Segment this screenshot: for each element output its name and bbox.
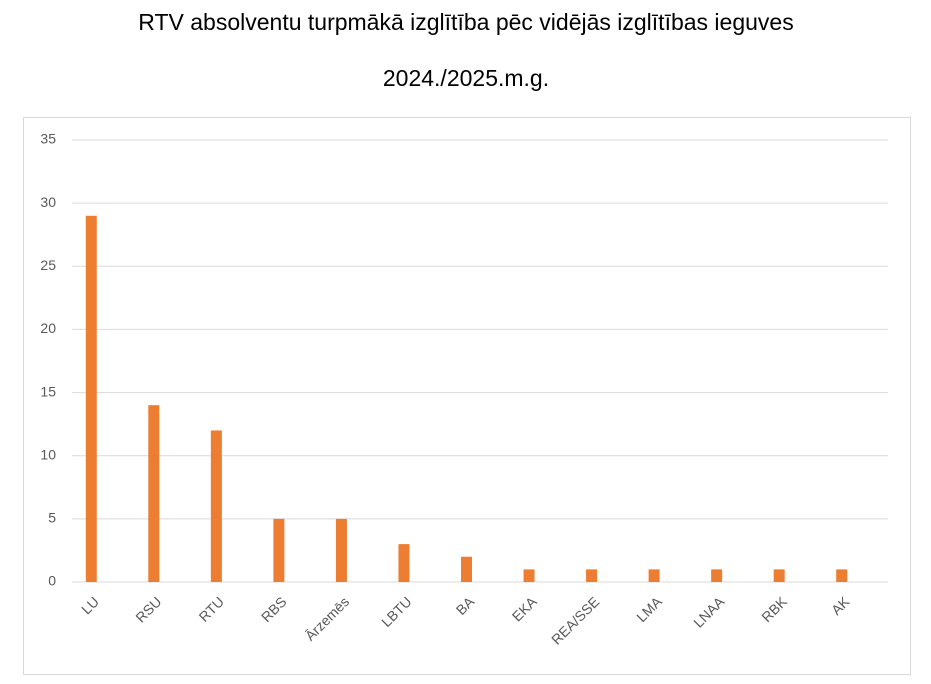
x-tick-label: LU (78, 593, 102, 617)
x-tick-label: RBK (758, 593, 790, 625)
y-tick-label: 15 (40, 383, 56, 399)
x-tick-label: RTU (196, 593, 227, 624)
x-tick-label: LNAA (690, 593, 728, 631)
x-tick-label: LMA (633, 593, 665, 625)
bar (648, 569, 660, 582)
bar (85, 215, 97, 582)
bar (335, 518, 347, 582)
y-tick-label: 0 (48, 573, 56, 589)
y-tick-label: 5 (48, 510, 56, 526)
x-tick-label: EKA (509, 593, 541, 625)
bar (711, 569, 723, 582)
bar (273, 518, 285, 582)
x-tick-label: REA/SSE (548, 593, 602, 647)
y-tick-label: 35 (40, 131, 56, 147)
bar (148, 405, 160, 582)
y-tick-label: 25 (40, 257, 56, 273)
bar (773, 569, 785, 582)
x-tick-label: RSU (132, 593, 164, 625)
y-tick-label: 30 (40, 194, 56, 210)
bar (461, 556, 472, 582)
x-tick-label: Ārzemēs (302, 593, 352, 643)
x-tick-label: RBS (258, 593, 290, 625)
x-tick-label: AK (828, 593, 853, 618)
bar (210, 430, 222, 582)
chart-title: RTV absolventu turpmākā izglītība pēc vi… (138, 9, 793, 35)
bar (398, 544, 410, 582)
x-tick-label: BA (453, 593, 478, 618)
chart-subtitle: 2024./2025.m.g. (383, 65, 549, 91)
y-tick-label: 20 (40, 320, 56, 336)
x-tick-label: LBTU (378, 593, 415, 630)
bar (523, 569, 535, 582)
chart-frame (23, 117, 911, 675)
bar (586, 569, 598, 582)
bar (836, 569, 848, 582)
y-tick-label: 10 (40, 446, 56, 462)
